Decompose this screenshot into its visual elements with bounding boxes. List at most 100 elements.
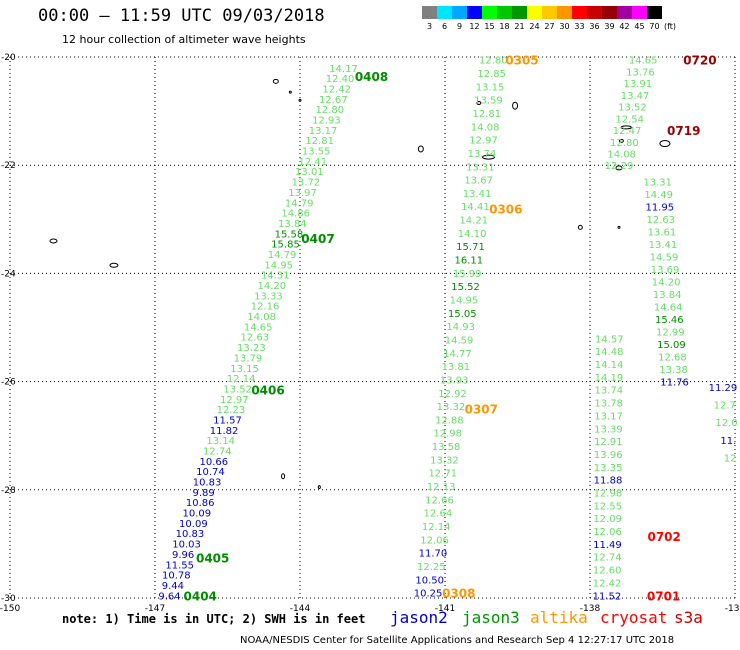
scale-label: 27 xyxy=(544,22,555,31)
pass-time-label: 0720 xyxy=(683,54,716,68)
pass-time-label: 0408 xyxy=(355,70,388,84)
scale-swatch xyxy=(647,6,662,19)
swh-value: 12.41 xyxy=(298,157,327,168)
swh-value: 13.17 xyxy=(309,126,338,137)
swh-value: 13.97 xyxy=(288,188,317,199)
island-outline xyxy=(615,165,623,171)
pass-time-label: 0307 xyxy=(465,403,498,417)
swh-value: 12.93 xyxy=(312,116,341,127)
swh-value: 14.17 xyxy=(329,64,358,75)
swh-value: 9.64 xyxy=(158,591,180,602)
swh-value: 11.82 xyxy=(210,426,239,437)
swh-value: 13.91 xyxy=(623,79,652,90)
swh-value: 12.98 xyxy=(594,489,623,500)
swh-value: 13.32 xyxy=(430,455,459,466)
swh-value: 10.83 xyxy=(176,529,205,540)
swh-value: 13.41 xyxy=(463,189,492,200)
swh-value: 12.81 xyxy=(472,109,501,120)
swh-value: 13.33 xyxy=(254,291,283,302)
swh-value: 14.65 xyxy=(244,322,273,333)
swh-value: 14.65 xyxy=(629,56,658,67)
legend-s3a: s3a xyxy=(674,608,703,627)
swh-value: 12.0 xyxy=(715,418,737,429)
swh-value: 12.68 xyxy=(658,353,687,364)
swh-value: 14.49 xyxy=(644,190,673,201)
swh-value: 10.78 xyxy=(162,571,191,582)
island-outline xyxy=(281,473,286,480)
swh-value: 9.89 xyxy=(192,488,214,499)
swh-value: 13.55 xyxy=(302,147,331,158)
swh-value: 10.66 xyxy=(200,457,229,468)
scale-swatch xyxy=(437,6,452,19)
swh-value: 12.16 xyxy=(251,302,280,313)
swh-value: 12.23 xyxy=(217,405,246,416)
swh-value: 12.80 xyxy=(610,138,639,149)
island-outline xyxy=(617,225,621,229)
island-outline xyxy=(272,78,279,84)
x-tick-label: -147 xyxy=(145,604,165,614)
scale-label: 18 xyxy=(499,22,510,31)
swh-value: 12.81 xyxy=(305,136,334,147)
swh-value: 13.93 xyxy=(440,375,469,386)
swh-value: 12.88 xyxy=(435,415,464,426)
swh-value: 12.42 xyxy=(593,578,622,589)
swh-value: 11.57 xyxy=(213,415,242,426)
scale-swatch xyxy=(542,6,557,19)
swh-value: 16.11 xyxy=(455,256,484,267)
swh-value: 15.71 xyxy=(456,242,485,253)
pass-time-label: 0306 xyxy=(489,202,522,216)
swh-value: 14.95 xyxy=(264,260,293,271)
swh-value: 15.99 xyxy=(453,269,482,280)
island-outline xyxy=(577,224,583,230)
y-tick-label: -20 xyxy=(1,53,16,63)
legend-altika: altika xyxy=(530,608,588,627)
swh-value: 11.29 xyxy=(709,383,738,394)
swh-value: 14.95 xyxy=(450,296,479,307)
scale-swatch xyxy=(497,6,512,19)
legend-jason2: jason2 xyxy=(390,608,448,627)
scale-label: 70 xyxy=(649,22,660,31)
swh-value: 14.57 xyxy=(595,334,624,345)
swh-value: 14.93 xyxy=(446,322,475,333)
swh-value: 14.77 xyxy=(443,349,472,360)
swh-value: 13.31 xyxy=(466,162,495,173)
scale-label: 24 xyxy=(529,22,540,31)
swh-value: 13.52 xyxy=(618,103,647,114)
swh-value: 12.40 xyxy=(326,74,355,85)
swh-value: 14.59 xyxy=(445,335,474,346)
swh-value: 14.41 xyxy=(461,202,490,213)
swh-value: 12.67 xyxy=(319,95,348,106)
island-outline xyxy=(512,101,519,110)
swh-value: 11.70 xyxy=(419,549,448,560)
x-tick-label: -135 xyxy=(725,604,740,614)
swh-value: 10.86 xyxy=(186,498,215,509)
swh-value: 12.80 xyxy=(316,105,345,116)
scale-swatch xyxy=(527,6,542,19)
swh-value: 12.92 xyxy=(438,389,467,400)
island-outline xyxy=(659,140,671,148)
scale-swatch xyxy=(467,6,482,19)
scale-label: 3 xyxy=(426,22,433,31)
swh-value: 12.54 xyxy=(615,114,644,125)
scale-label: 9 xyxy=(456,22,463,31)
swh-value: 12.97 xyxy=(220,395,249,406)
swh-value: 13.69 xyxy=(651,265,680,276)
y-tick-label: -30 xyxy=(1,594,16,604)
swh-value: 13.74 xyxy=(595,386,624,397)
swh-value: 13.74 xyxy=(468,149,497,160)
scale-swatch xyxy=(482,6,497,19)
scale-label: 45 xyxy=(634,22,645,31)
swh-value: 11.52 xyxy=(593,591,622,602)
swh-value: 10.25 xyxy=(414,589,443,600)
scale-label: 33 xyxy=(574,22,585,31)
swh-value: 12.25 xyxy=(417,562,446,573)
swh-value: 13.78 xyxy=(594,399,623,410)
swh-value: 13.38 xyxy=(659,365,688,376)
swh-value: 10.83 xyxy=(193,478,222,489)
swh-value: 14.79 xyxy=(268,250,297,261)
scale-label: 12 xyxy=(469,22,480,31)
chart-subtitle: 12 hour collection of altimeter wave hei… xyxy=(62,33,306,46)
swh-value: 12.74 xyxy=(203,446,232,457)
swh-value: 13.81 xyxy=(441,362,470,373)
swh-value: 13.61 xyxy=(648,227,677,238)
